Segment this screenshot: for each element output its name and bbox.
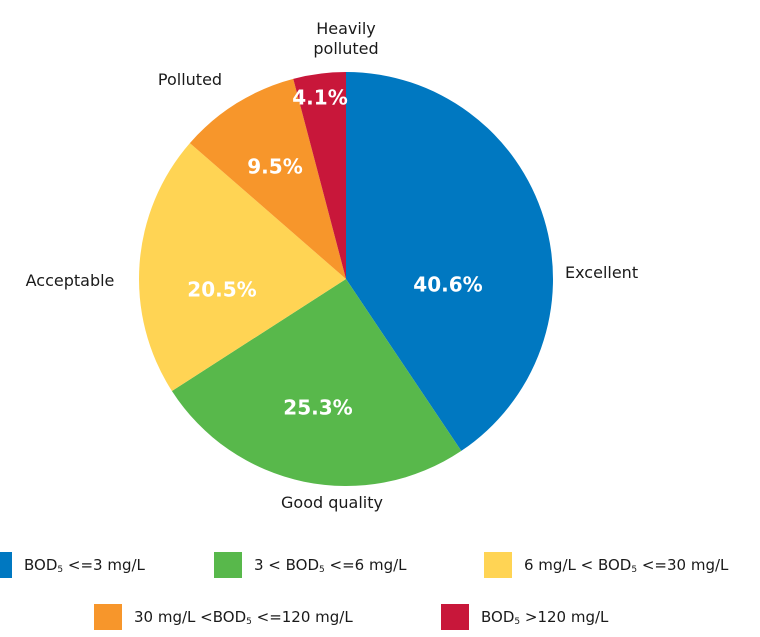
legend-label: 3 < BOD5 <=6 mg/L [254, 555, 407, 575]
legend-label: BOD5 >120 mg/L [481, 607, 609, 627]
category-labels: Excellent Good quality Acceptable Polluted H… [26, 19, 638, 512]
pie-slice-heavily-polluted [293, 72, 346, 279]
pie-slice-excellent [346, 72, 554, 451]
category-label: Heavily polluted [313, 19, 378, 58]
slice-percentage-label: 25.3% [283, 396, 352, 420]
pie-slice-good-quality [171, 279, 462, 487]
slice-percentage-label: 20.5% [187, 278, 256, 302]
legend-label: BOD5 <=3 mg/L [24, 555, 145, 575]
legend-label: 6 mg/L < BOD5 <=30 mg/L [524, 555, 729, 575]
legend-item: BOD5 >120 mg/L [441, 604, 608, 630]
pie-slices [139, 72, 554, 487]
legend-swatch [441, 604, 469, 630]
category-label: Excellent [565, 263, 638, 282]
pie-slice-acceptable [139, 143, 346, 392]
legend-label: 30 mg/L <BOD5 <=120 mg/L [134, 607, 353, 627]
legend-item: 3 < BOD5 <=6 mg/L [214, 552, 407, 578]
percentage-labels: 40.6% 25.3% 20.5% 9.5% 4.1% [187, 86, 482, 420]
legend-swatch [484, 552, 512, 578]
category-label: Acceptable [26, 271, 115, 290]
category-label: Good quality [281, 493, 383, 512]
slice-percentage-label: 4.1% [292, 86, 347, 110]
pie-slice-polluted [189, 78, 346, 279]
legend-swatch [0, 552, 12, 578]
legend-item: 6 mg/L < BOD5 <=30 mg/L [484, 552, 728, 578]
category-label: Polluted [158, 70, 222, 89]
legend-item: BOD5 <=3 mg/L [0, 552, 145, 578]
slice-percentage-label: 40.6% [413, 273, 482, 297]
legend-swatch [94, 604, 122, 630]
slice-percentage-label: 9.5% [247, 155, 302, 179]
legend-swatch [214, 552, 242, 578]
legend-item: 30 mg/L <BOD5 <=120 mg/L [94, 604, 353, 630]
